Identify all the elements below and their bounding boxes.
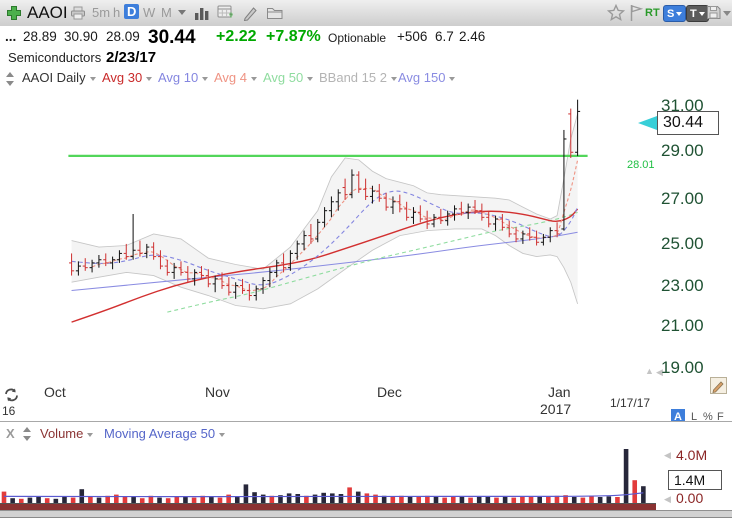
indicator-avg4[interactable]: Avg 4 <box>214 70 258 85</box>
refresh-icon[interactable] <box>3 387 20 403</box>
calendar-add-icon[interactable] <box>217 4 235 22</box>
window-bottom-edge <box>0 510 732 517</box>
indicator-avg30[interactable]: Avg 30 <box>102 70 153 85</box>
quote-stat-3: 2.46 <box>459 29 486 44</box>
series-selector[interactable]: AAOI Daily <box>22 70 96 85</box>
quote-stat-2: 6.7 <box>435 29 454 44</box>
window-options-dropdown-icon[interactable] <box>723 11 731 16</box>
timeframe-dropdown-icon[interactable] <box>178 10 186 15</box>
folder-icon[interactable] <box>266 5 284 20</box>
scale-log-button[interactable]: L <box>691 411 698 423</box>
draw-pencil-icon[interactable] <box>243 5 259 21</box>
indicator-avg10[interactable]: Avg 10 <box>158 70 209 85</box>
scale-percent-button[interactable]: % <box>703 411 713 423</box>
volume-axis-tick-4m: 4.0M <box>676 447 708 463</box>
sector-link[interactable]: Semiconductors <box>8 50 102 65</box>
pane-scroll-up-icon[interactable]: ▲ <box>645 366 654 376</box>
print-icon[interactable] <box>70 6 86 20</box>
quote-open: 28.89 <box>23 29 57 44</box>
x-axis-month-label: Oct <box>44 384 66 400</box>
timeframe-5m[interactable]: 5m <box>92 5 111 20</box>
add-symbol-icon[interactable] <box>6 5 22 21</box>
save-icon[interactable] <box>706 5 721 20</box>
symbol-label[interactable]: AAOI <box>27 3 68 22</box>
flag-icon[interactable] <box>629 4 643 22</box>
quote-high: 30.90 <box>64 29 98 44</box>
quote-stat-1: +506 <box>397 29 428 44</box>
x-axis-year: 2017 <box>540 401 572 417</box>
quote-last: 30.44 <box>148 27 196 48</box>
timeframe-hourly[interactable]: h <box>113 5 121 20</box>
indicator-bband[interactable]: BBand 15 2 <box>319 70 397 85</box>
volume-pane-close-button[interactable]: X <box>6 426 15 441</box>
volume-header: X Volume Moving Average 50 <box>0 422 732 447</box>
optionable-label: Optionable <box>328 31 387 45</box>
volume-ma-selector[interactable]: Moving Average 50 <box>104 426 226 441</box>
volume-axis-top-arrow-icon: ◀ <box>664 450 671 460</box>
pane-scroll-left-icon[interactable]: ◀ <box>656 367 663 377</box>
timeframe-daily[interactable]: D <box>124 4 140 19</box>
chart-legend-bar: AAOI Daily Avg 30 Avg 10 Avg 4 Avg 50 BB… <box>0 67 732 89</box>
alert-line-label[interactable]: 28.01 <box>627 159 655 171</box>
volume-pane-resize-icon[interactable] <box>22 427 32 441</box>
pane-resize-icon[interactable] <box>5 72 15 86</box>
x-axis-year-left: 16 <box>2 404 16 418</box>
volume-axis-tick-0: 0.00 <box>676 490 704 506</box>
chart-type-icon[interactable] <box>194 5 210 21</box>
quote-row: ... 28.89 30.90 28.09 30.44 +2.22 +7.87%… <box>0 26 732 48</box>
current-volume-label: 1.4M <box>668 470 722 490</box>
x-axis-month-label: Nov <box>205 384 230 400</box>
timeframe-weekly[interactable]: W <box>143 5 156 20</box>
quote-date: 2/23/17 <box>106 49 157 66</box>
price-axis-tick: 29.00 <box>661 141 704 160</box>
info-row: Semiconductors 2/23/17 <box>0 48 732 68</box>
sound-alerts-button[interactable]: S <box>663 5 687 22</box>
volume-chart-canvas[interactable] <box>0 444 656 506</box>
indicator-avg50[interactable]: Avg 50 <box>263 70 314 85</box>
scale-fixed-button[interactable]: F <box>717 411 724 423</box>
favorite-star-icon[interactable] <box>607 4 625 22</box>
price-chart-canvas[interactable] <box>0 88 656 422</box>
last-price-arrow-icon <box>638 116 657 130</box>
price-axis-tick: 21.00 <box>661 316 704 335</box>
top-toolbar: AAOI 5m h D W M <box>0 0 732 27</box>
x-axis-month-label: Jan <box>548 384 571 400</box>
x-axis-month-label: Dec <box>377 384 402 400</box>
indicator-avg150[interactable]: Avg 150 <box>398 70 456 85</box>
price-axis-tick: 31.00 <box>661 96 704 115</box>
edit-note-pencil-icon[interactable] <box>710 377 727 394</box>
price-axis-tick: 25.00 <box>661 234 704 253</box>
quote-change: +2.22 <box>216 28 257 45</box>
x-axis-last-date: 1/17/17 <box>610 396 651 410</box>
price-axis-tick: 19.00 <box>661 358 704 377</box>
last-price-label: 30.44 <box>657 111 719 135</box>
pane-divider[interactable] <box>0 421 732 422</box>
volume-axis-bottom-arrow-icon: ◀ <box>664 494 671 504</box>
zoom-scroll-strip[interactable] <box>0 504 656 510</box>
price-axis-tick: 27.00 <box>661 189 704 208</box>
price-axis-tick: 23.00 <box>661 276 704 295</box>
quote-change-percent: +7.87% <box>266 28 321 45</box>
realtime-badge: RT <box>645 7 660 19</box>
timeframe-monthly[interactable]: M <box>161 5 172 20</box>
volume-indicator-selector[interactable]: Volume <box>40 426 94 441</box>
quote-menu[interactable]: ... <box>5 29 17 44</box>
quote-low: 28.09 <box>106 29 140 44</box>
